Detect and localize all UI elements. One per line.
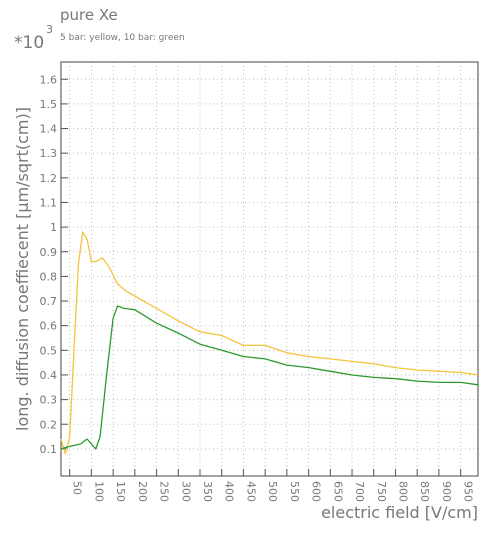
x-tick-label: 550 — [288, 481, 301, 502]
data-line — [60, 305, 479, 450]
y-tick-label: 1.4 — [40, 123, 58, 136]
x-tick-label: 900 — [440, 481, 453, 502]
x-tick-label: 300 — [179, 481, 192, 502]
y-tick-label: 1.6 — [40, 73, 58, 86]
y-tick-label: 0.4 — [40, 369, 58, 382]
y-tick-label: 1.5 — [40, 98, 58, 111]
x-tick-label: 150 — [114, 481, 127, 502]
y-tick-label: 0.5 — [40, 344, 58, 357]
x-tick-label: 600 — [310, 481, 323, 502]
chart-subtitle: 5 bar: yellow, 10 bar: green — [60, 33, 185, 43]
chart-title: pure Xe — [60, 6, 118, 24]
x-tick-label: 850 — [418, 481, 431, 502]
y-tick-label: 1.1 — [40, 196, 58, 209]
y-tick-label: 1 — [50, 221, 57, 234]
y-axis-label: long. diffusion coeffiecent [μm/sqrt(cm)… — [13, 107, 32, 431]
x-tick-label: 350 — [201, 481, 214, 502]
x-tick-label: 500 — [266, 481, 279, 502]
y-tick-label: 0.8 — [40, 270, 58, 283]
y-tick-label: 0.9 — [40, 246, 58, 259]
x-tick-label: 100 — [92, 481, 105, 502]
x-tick-label: 400 — [223, 481, 236, 502]
y-tick-label: 0.6 — [40, 320, 58, 333]
x-tick-label: 50 — [71, 481, 84, 495]
x-tick-label: 700 — [353, 481, 366, 502]
y-tick-label: 1.3 — [40, 147, 58, 160]
data-line — [60, 231, 479, 455]
x-tick-label: 200 — [136, 481, 149, 502]
plot-frame — [60, 61, 479, 477]
x-tick-label: 650 — [331, 481, 344, 502]
y-multiplier: *10 — [14, 33, 44, 53]
x-axis-label: electric field [V/cm] — [321, 503, 478, 522]
y-tick-label: 0.2 — [40, 418, 58, 431]
x-tick-label: 450 — [244, 481, 257, 502]
y-tick-label: 0.7 — [40, 295, 58, 308]
x-tick-label: 950 — [462, 481, 475, 502]
y-tick-label: 1.2 — [40, 172, 58, 185]
y-exponent: 3 — [46, 23, 53, 36]
y-tick-label: 0.3 — [40, 394, 58, 407]
x-tick-label: 750 — [375, 481, 388, 502]
x-tick-label: 800 — [396, 481, 409, 502]
y-tick-label: 0.1 — [40, 443, 58, 456]
x-tick-label: 250 — [158, 481, 171, 502]
